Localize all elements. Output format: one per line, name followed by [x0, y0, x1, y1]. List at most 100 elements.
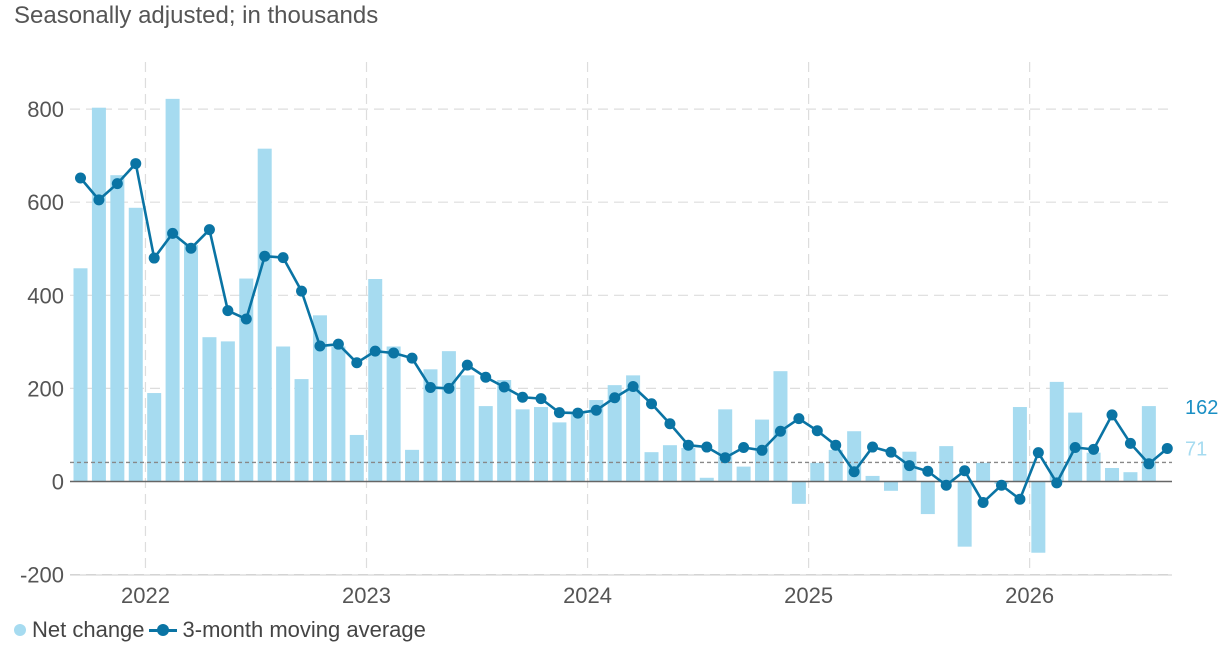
- bar: [497, 380, 512, 482]
- bar: [91, 107, 106, 482]
- y-tick-label: 0: [52, 470, 64, 495]
- y-tick-label: -200: [20, 563, 64, 588]
- bar: [976, 462, 991, 482]
- moving-average-point: [811, 425, 823, 437]
- moving-average-point: [830, 439, 842, 451]
- moving-average-point: [185, 242, 197, 254]
- bar: [607, 385, 622, 482]
- moving-average-point: [424, 381, 436, 393]
- moving-average-point: [222, 305, 234, 317]
- bar: [478, 406, 493, 482]
- y-tick-label: 800: [27, 97, 64, 122]
- moving-average-point: [627, 381, 639, 393]
- moving-average-point: [406, 352, 418, 364]
- moving-average-point: [240, 313, 252, 325]
- moving-average-point: [664, 418, 676, 430]
- bar: [939, 446, 954, 482]
- moving-average-point: [314, 340, 326, 352]
- moving-average-point: [332, 338, 344, 350]
- bar: [828, 449, 843, 482]
- x-tick-label: 2023: [342, 583, 391, 608]
- bar-series: [73, 98, 1156, 553]
- bar: [294, 379, 309, 482]
- x-tick-label: 2026: [1005, 583, 1054, 608]
- moving-average-point: [793, 413, 805, 425]
- bar: [810, 462, 825, 482]
- moving-average-point: [572, 407, 584, 419]
- y-tick-label: 200: [27, 376, 64, 401]
- x-tick-label: 2022: [121, 583, 170, 608]
- bar: [184, 245, 199, 482]
- moving-average-point: [277, 252, 289, 264]
- moving-average-point: [922, 465, 934, 477]
- bar: [128, 207, 143, 482]
- bar: [460, 375, 475, 482]
- moving-average-point: [1051, 477, 1063, 489]
- legend-item-net-change: Net change: [14, 617, 145, 643]
- moving-average-point: [296, 285, 308, 297]
- bar: [1105, 468, 1120, 482]
- bar: [662, 445, 677, 482]
- moving-average-point: [867, 441, 879, 453]
- moving-average-point: [167, 227, 179, 239]
- moving-average-point: [553, 407, 565, 419]
- moving-average-point: [646, 398, 658, 410]
- moving-average-point: [1032, 447, 1044, 459]
- moving-average-point: [498, 381, 510, 393]
- line-series: [75, 158, 1173, 508]
- moving-average-point: [774, 425, 786, 437]
- bar: [515, 409, 530, 482]
- legend-item-moving-average: 3-month moving average: [148, 617, 426, 643]
- legend-swatch-line: [148, 624, 177, 636]
- x-tick-label: 2025: [784, 583, 833, 608]
- end-label-net-change: 162: [1185, 397, 1218, 419]
- bar: [534, 407, 548, 482]
- gridlines: [70, 62, 1172, 576]
- moving-average-point: [535, 393, 547, 405]
- legend-swatch-bar: [14, 624, 26, 636]
- bar: [681, 447, 696, 482]
- moving-average-point: [461, 359, 473, 371]
- bar: [1086, 452, 1101, 482]
- end-label-moving-average: 71: [1185, 438, 1207, 460]
- moving-average-point: [977, 496, 989, 508]
- moving-average-point: [93, 194, 105, 206]
- bar: [312, 315, 327, 482]
- bar: [699, 477, 714, 482]
- bar: [220, 341, 235, 482]
- moving-average-point: [682, 439, 694, 451]
- bar: [570, 413, 585, 482]
- moving-average-point: [738, 442, 750, 454]
- bar: [626, 375, 641, 482]
- moving-average-point: [996, 479, 1007, 491]
- moving-average-point: [148, 252, 160, 264]
- y-tick-label: 600: [27, 190, 64, 215]
- moving-average-point: [590, 404, 602, 416]
- moving-average-point: [1106, 409, 1118, 421]
- bar: [165, 98, 180, 482]
- bar: [1012, 407, 1027, 482]
- bar: [239, 278, 254, 482]
- y-tick-label: 400: [27, 283, 64, 308]
- moving-average-point: [480, 371, 492, 383]
- moving-average-point: [1124, 437, 1136, 449]
- bar: [276, 346, 291, 482]
- moving-average-point: [1161, 442, 1173, 454]
- bar: [589, 400, 604, 482]
- bar: [1123, 472, 1138, 482]
- bar: [791, 481, 806, 504]
- moving-average-point: [111, 178, 123, 190]
- bar: [736, 466, 751, 482]
- bar: [552, 422, 567, 482]
- bar: [405, 449, 420, 482]
- bar: [202, 337, 217, 482]
- moving-average-point: [517, 391, 529, 403]
- moving-average-point: [443, 382, 455, 394]
- moving-average-point: [369, 345, 381, 357]
- bar: [1049, 381, 1064, 482]
- bar: [865, 475, 880, 482]
- legend-label-moving-average: 3-month moving average: [182, 617, 426, 642]
- moving-average-point: [885, 446, 897, 458]
- moving-average-point: [848, 466, 860, 478]
